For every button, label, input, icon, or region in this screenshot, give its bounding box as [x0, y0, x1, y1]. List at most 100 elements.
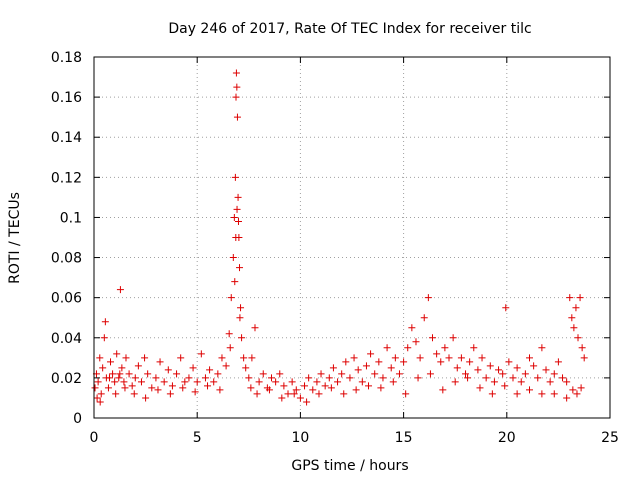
data-point: [105, 374, 113, 382]
data-point: [164, 366, 172, 374]
data-point: [449, 334, 457, 342]
data-point: [238, 334, 246, 342]
data-point: [550, 390, 558, 398]
y-tick-label: 0.1: [60, 210, 82, 226]
data-point: [232, 234, 240, 241]
data-point: [470, 344, 478, 352]
data-point: [265, 386, 273, 394]
data-point: [227, 294, 235, 302]
data-point: [259, 370, 267, 378]
data-point: [391, 354, 399, 362]
data-point: [546, 378, 554, 386]
x-axis-label: GPS time / hours: [291, 458, 408, 474]
y-tick-label: 0.04: [51, 331, 82, 347]
data-point: [122, 354, 130, 362]
data-point: [488, 390, 496, 398]
data-point: [352, 386, 360, 394]
data-point: [486, 362, 494, 370]
data-point: [216, 386, 224, 394]
data-point: [414, 374, 422, 382]
grid-lines: [94, 57, 610, 418]
data-point: [189, 364, 197, 372]
y-axis-label: ROTI / TECUs: [7, 192, 23, 284]
data-point: [572, 304, 580, 312]
data-point: [96, 354, 104, 362]
data-point: [229, 254, 237, 262]
data-point: [125, 370, 133, 378]
data-point: [371, 370, 379, 378]
data-point: [173, 370, 181, 378]
data-point: [474, 366, 482, 374]
data-point: [424, 294, 432, 302]
data-point: [530, 362, 538, 370]
data-point: [218, 354, 226, 362]
x-tick-label: 25: [601, 430, 619, 446]
data-point: [395, 370, 403, 378]
data-point: [563, 394, 571, 402]
data-point: [245, 374, 253, 382]
data-point: [350, 354, 358, 362]
data-point: [383, 344, 391, 352]
data-point: [329, 364, 337, 372]
data-point: [128, 382, 136, 390]
data-point: [317, 370, 325, 378]
data-point: [578, 344, 586, 352]
data-point: [457, 354, 465, 362]
data-point: [268, 374, 276, 382]
data-point: [232, 93, 240, 101]
data-point: [580, 354, 588, 362]
data-point: [576, 294, 584, 302]
data-point: [231, 173, 239, 181]
data-point: [168, 382, 176, 390]
data-point: [181, 378, 189, 386]
data-point: [566, 294, 574, 302]
data-point: [526, 354, 534, 362]
data-point: [93, 394, 101, 402]
data-point: [340, 390, 348, 398]
data-point: [99, 364, 107, 372]
y-tick-label: 0.16: [51, 90, 82, 106]
data-point: [342, 358, 350, 366]
y-tick-label: 0.08: [51, 251, 82, 267]
data-point: [309, 386, 317, 394]
data-point: [206, 366, 214, 374]
data-point: [148, 384, 156, 392]
data-point: [214, 370, 222, 378]
y-tick-label: 0.14: [51, 130, 82, 146]
data-point: [237, 304, 245, 312]
data-point: [513, 390, 521, 398]
data-point: [234, 193, 242, 201]
data-point: [204, 382, 212, 390]
data-point: [109, 370, 117, 378]
data-point: [542, 366, 550, 374]
data-point: [466, 358, 474, 366]
data-point: [233, 113, 241, 121]
data-point: [338, 370, 346, 378]
data-point: [568, 314, 576, 322]
x-tick-label: 10: [291, 430, 309, 446]
data-point: [573, 390, 581, 398]
data-point: [439, 386, 447, 394]
data-point: [296, 394, 304, 402]
data-point: [569, 386, 577, 394]
data-point: [272, 378, 280, 386]
y-tick-label: 0: [73, 411, 82, 427]
y-tick-label: 0.06: [51, 291, 82, 307]
data-point: [513, 364, 521, 372]
data-point: [94, 378, 102, 386]
data-point: [563, 378, 571, 386]
y-tick-label: 0.18: [51, 50, 82, 66]
data-point: [225, 330, 233, 338]
data-point: [144, 370, 152, 378]
data-point: [502, 304, 510, 312]
x-tick-label: 5: [193, 430, 202, 446]
data-point: [416, 354, 424, 362]
data-point: [130, 390, 138, 398]
data-point: [177, 354, 185, 362]
data-point: [185, 374, 193, 382]
data-point: [375, 358, 383, 366]
data-point: [276, 370, 284, 378]
data-point: [441, 344, 449, 352]
x-tick-label: 15: [395, 430, 413, 446]
chart-title: Day 246 of 2017, Rate Of TEC Index for r…: [168, 21, 531, 37]
